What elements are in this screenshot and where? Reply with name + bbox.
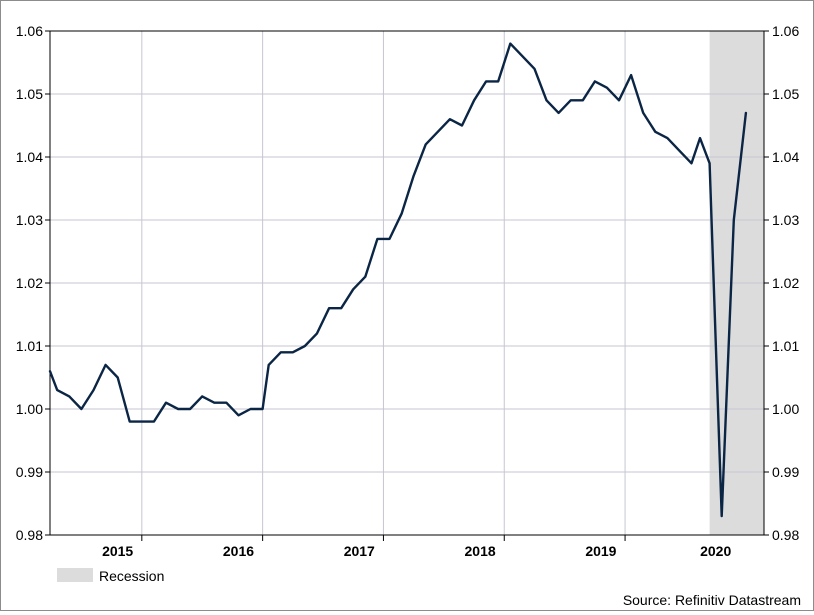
y-tick-label-right: 1.06 <box>772 23 799 39</box>
x-tick-label: 2015 <box>102 543 133 559</box>
y-tick-label-left: 0.99 <box>16 464 43 480</box>
y-tick-label-left: 1.04 <box>16 149 43 165</box>
y-tick-label-left: 1.05 <box>16 86 43 102</box>
y-tick-label-right: 1.05 <box>772 86 799 102</box>
y-tick-label-left: 1.02 <box>16 275 43 291</box>
y-tick-label-right: 0.98 <box>772 527 799 543</box>
y-tick-label-left: 0.98 <box>16 527 43 543</box>
y-tick-label-right: 0.99 <box>772 464 799 480</box>
y-tick-label-left: 1.06 <box>16 23 43 39</box>
y-tick-label-right: 1.04 <box>772 149 799 165</box>
y-tick-label-left: 1.00 <box>16 401 43 417</box>
x-tick-label: 2019 <box>585 543 616 559</box>
y-tick-label-left: 1.03 <box>16 212 43 228</box>
horizontal-gridlines <box>50 93 764 473</box>
x-tick-label: 2016 <box>223 543 254 559</box>
x-tick-label: 2020 <box>700 543 731 559</box>
y-tick-label-right: 1.00 <box>772 401 799 417</box>
legend-swatch-recession <box>57 568 93 582</box>
y-tick-label-right: 1.01 <box>772 338 799 354</box>
legend-label-recession: Recession <box>99 568 164 584</box>
x-tick-label: 2018 <box>465 543 496 559</box>
vertical-gridlines <box>141 31 626 535</box>
right-axis-ticks: 0.98 0.99 1.00 1.01 1.02 1.03 1.04 1.05 1.06 <box>764 23 799 543</box>
x-tick-label: 2017 <box>344 543 375 559</box>
y-tick-label-left: 1.01 <box>16 338 43 354</box>
x-axis-labels: 2015 2016 2017 2018 2019 2020 <box>102 535 731 559</box>
source-note: Source: Refinitiv Datastream <box>623 592 801 608</box>
series-line <box>48 42 748 518</box>
y-tick-label-right: 1.02 <box>772 275 799 291</box>
left-axis-ticks: 0.98 0.99 1.00 1.01 1.02 1.03 1.04 1.05 1.06 <box>16 23 50 543</box>
y-tick-label-right: 1.03 <box>772 212 799 228</box>
